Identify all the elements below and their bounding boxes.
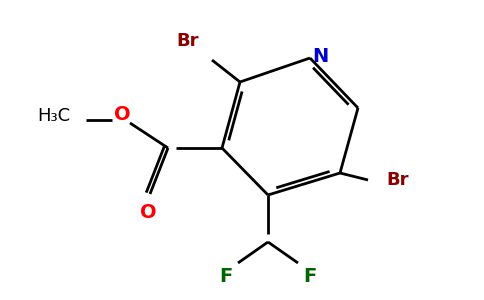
Text: Br: Br [177, 32, 199, 50]
Text: Br: Br [387, 171, 409, 189]
Text: F: F [303, 266, 317, 286]
Text: O: O [140, 202, 156, 221]
Text: N: N [312, 46, 328, 65]
Text: O: O [114, 106, 130, 124]
Text: H₃C: H₃C [37, 107, 71, 125]
Text: F: F [219, 266, 233, 286]
